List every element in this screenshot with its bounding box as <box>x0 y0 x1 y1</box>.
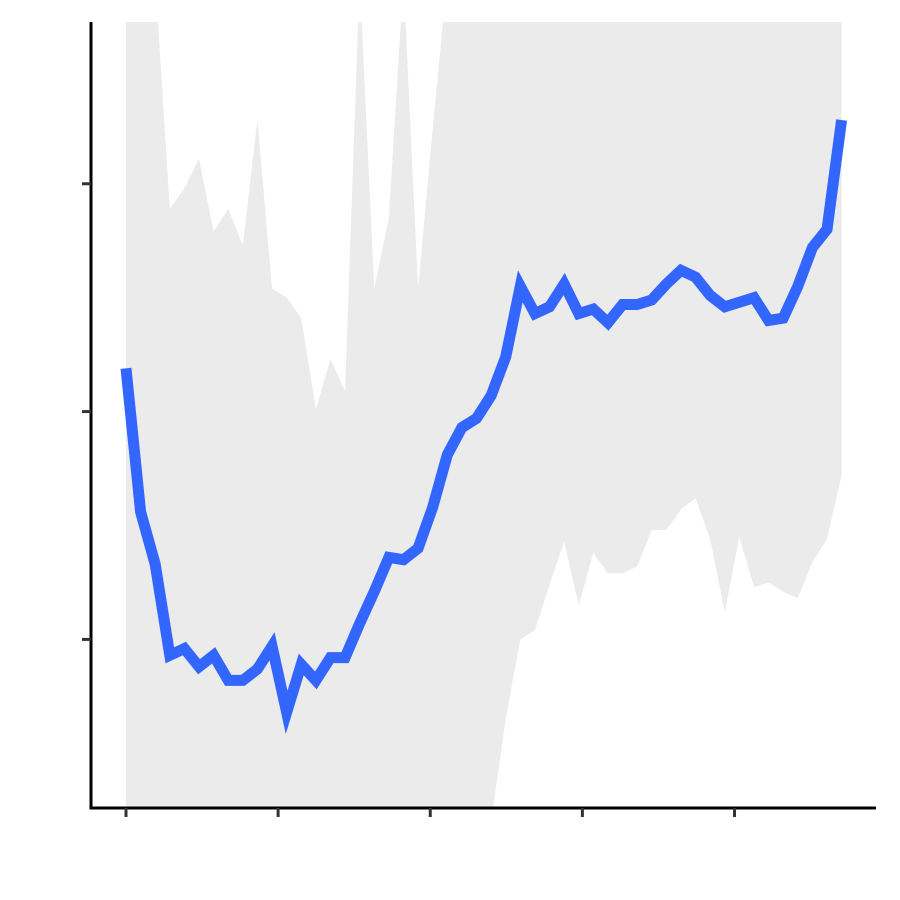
axes <box>82 22 876 817</box>
line <box>120 119 848 734</box>
plot-area <box>120 22 848 808</box>
confidence-band <box>125 22 842 808</box>
